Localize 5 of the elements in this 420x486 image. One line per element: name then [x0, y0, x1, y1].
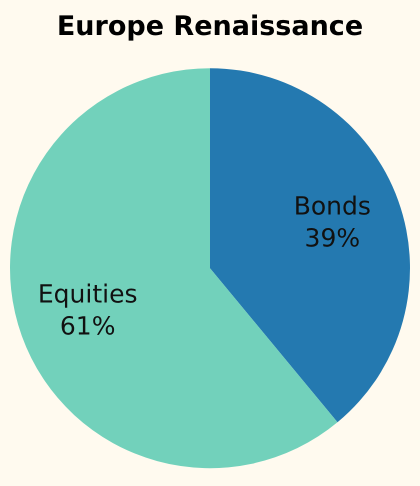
- data-label: 61%: [60, 312, 116, 341]
- slice-label: Equities: [38, 280, 138, 309]
- slice-label: Bonds: [294, 192, 371, 221]
- data-label: 39%: [304, 224, 360, 253]
- chart-title: Europe Renaissance: [56, 11, 364, 42]
